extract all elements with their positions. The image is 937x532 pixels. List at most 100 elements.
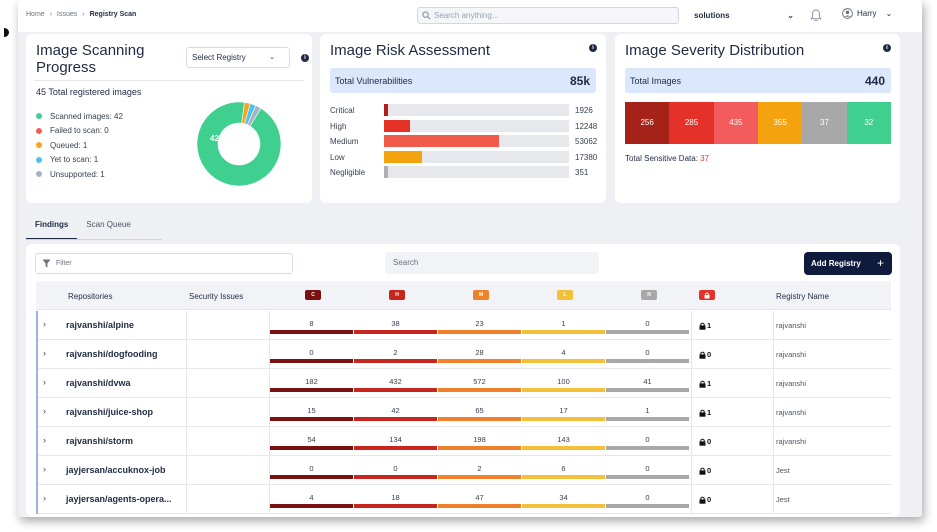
tab-findings[interactable]: Findings (26, 216, 78, 240)
column-header-repositories[interactable]: Repositories (68, 292, 113, 301)
severity-tag-n[interactable]: N (641, 290, 657, 300)
severity-tag-c[interactable]: C (305, 290, 321, 300)
bell-icon[interactable] (810, 9, 822, 22)
chevron-right-icon[interactable]: › (43, 348, 46, 358)
card-title: Image Risk Assessment (330, 42, 491, 59)
info-icon[interactable]: i (883, 44, 891, 52)
repository-name[interactable]: rajvanshi/storm (66, 436, 134, 446)
chevron-right-icon[interactable]: › (43, 493, 46, 503)
legend-dot (36, 156, 42, 163)
chevron-right-icon[interactable]: › (43, 406, 46, 416)
table-row[interactable]: › rajvanshi/dvwa 182 432 572 100 41 1 rajvanshi (36, 369, 891, 398)
risk-value: 17380 (575, 152, 598, 162)
card-title-line-1: Image Scanning (36, 42, 145, 59)
table-header: Repositories Security Issues Registry Na… (36, 281, 891, 310)
table-row[interactable]: › rajvanshi/juice-shop 15 42 65 17 1 1 rajvanshi (36, 398, 891, 427)
column-header-registry-name[interactable]: Registry Name (776, 292, 829, 301)
table-search-input[interactable]: Search (385, 252, 599, 274)
info-icon[interactable]: i (301, 54, 309, 62)
severity-count: 47 (475, 493, 484, 502)
column-separator (186, 398, 187, 427)
severity-count: 0 (393, 464, 398, 473)
severity-count: 38 (391, 319, 400, 328)
image-risk-assessment-card: Image Risk Assessment i Total Vulnerabil… (320, 34, 606, 203)
table-row[interactable]: › jayjersan/accuknox-job 0 0 2 6 0 0 Jest (36, 456, 891, 485)
table-row[interactable]: › rajvanshi/alpine 8 38 23 1 0 1 rajvanshi (36, 311, 891, 340)
chevron-right-icon[interactable]: › (43, 435, 46, 445)
column-separator (269, 340, 270, 369)
severity-count-bar (522, 330, 605, 334)
column-separator (691, 485, 692, 514)
repository-name[interactable]: jayjersan/accuknox-job (66, 465, 166, 475)
table-row[interactable]: › rajvanshi/storm 54 134 198 143 0 0 rajvanshi (36, 427, 891, 456)
window-edge-marker (4, 28, 9, 37)
column-separator (269, 485, 270, 514)
user-menu[interactable]: Harry ⌄ (842, 8, 892, 19)
risk-label: Low (330, 152, 345, 162)
repository-name[interactable]: rajvanshi/alpine (66, 320, 135, 330)
severity-count-bar (522, 417, 605, 421)
repository-name[interactable]: rajvanshi/juice-shop (66, 407, 154, 417)
severity-segment[interactable]: 355 (757, 102, 803, 144)
severity-count-cell: 54 (270, 427, 353, 456)
severity-segment[interactable]: 256 (625, 102, 670, 144)
severity-tag-m[interactable]: M (473, 290, 489, 300)
legend-label: Unsupported: 1 (50, 169, 105, 179)
chevron-right-icon[interactable]: › (43, 319, 46, 329)
severity-count-bar (354, 475, 437, 479)
chevron-right-icon[interactable]: › (43, 464, 46, 474)
severity-count: 134 (389, 435, 402, 444)
global-search-input[interactable]: Search anything... (417, 7, 679, 24)
chevron-right-icon[interactable]: › (43, 377, 46, 387)
card-title-line-2: Progress (36, 59, 97, 76)
secrets-count: 1 (699, 321, 711, 330)
workspace-value: solutions (694, 11, 730, 20)
breadcrumb-home[interactable]: Home (26, 11, 45, 18)
registry-name: rajvanshi (776, 379, 807, 388)
severity-segment[interactable]: 37 (802, 102, 847, 144)
severity-segment[interactable]: 285 (669, 102, 714, 144)
column-header-security-issues[interactable]: Security Issues (189, 292, 244, 301)
table-row[interactable]: › jayjersan/agents-opera... 4 18 47 34 0 0 Jest (36, 485, 891, 514)
severity-count-cell: 1 (606, 398, 689, 427)
severity-count-cell: 2 (354, 340, 437, 369)
severity-count-cell: 0 (354, 456, 437, 485)
severity-count-cell: 47 (438, 485, 521, 514)
table-row[interactable]: › rajvanshi/dogfooding 0 2 28 4 0 0 rajvanshi (36, 340, 891, 369)
severity-count-bar (270, 359, 353, 363)
severity-count-bar (270, 330, 353, 334)
filter-input[interactable]: Filter (35, 253, 293, 274)
repository-name[interactable]: jayjersan/agents-opera... (66, 494, 172, 504)
repository-name[interactable]: rajvanshi/dvwa (66, 378, 131, 388)
severity-count: 572 (473, 377, 486, 386)
severity-segment[interactable]: 32 (846, 102, 891, 144)
table-search-placeholder: Search (393, 258, 419, 267)
risk-row: Low 17380 (330, 150, 606, 164)
info-icon[interactable]: i (589, 44, 597, 52)
total-vulnerabilities-value: 85k (569, 74, 590, 88)
severity-tag-h[interactable]: H (389, 290, 405, 300)
repository-name[interactable]: rajvanshi/dogfooding (66, 349, 158, 359)
severity-segment[interactable]: 435 (713, 102, 758, 144)
severity-count-bar (606, 388, 689, 392)
secrets-count: 1 (699, 408, 711, 417)
add-registry-button[interactable]: Add Registry + (804, 252, 892, 275)
tab-scan-queue[interactable]: Scan Queue (86, 220, 131, 229)
severity-count-cell: 1 (522, 311, 605, 340)
select-registry-dropdown[interactable]: Select Registry ⌄ (186, 47, 290, 68)
total-images-value: 440 (864, 74, 885, 88)
column-separator (186, 485, 187, 514)
severity-tag-l[interactable]: L (557, 290, 573, 300)
breadcrumb-issues[interactable]: Issues (57, 11, 78, 18)
chevron-down-icon: ⌄ (269, 54, 275, 61)
severity-count: 18 (391, 493, 400, 502)
donut-slice (246, 105, 262, 127)
severity-count-bar (438, 475, 521, 479)
severity-count-bar (354, 504, 437, 508)
workspace-select[interactable]: solutions ⌄ (688, 7, 800, 24)
severity-count-cell: 432 (354, 369, 437, 398)
secrets-value: 0 (707, 437, 712, 446)
column-separator (691, 398, 692, 427)
column-separator (269, 427, 270, 456)
registry-name: rajvanshi (776, 321, 807, 330)
